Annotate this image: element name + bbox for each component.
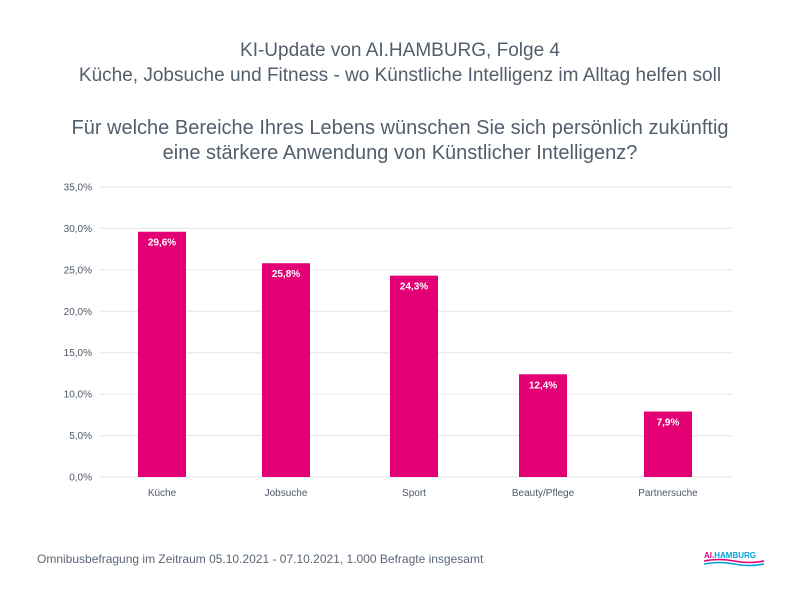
y-tick-label: 0,0% [69, 473, 92, 484]
y-tick-label: 10,0% [64, 390, 92, 401]
category-label: Beauty/Pflege [512, 488, 575, 499]
question-line-1: Für welche Bereiche Ihres Lebens wünsche… [71, 117, 729, 139]
bar-chart: 0,0% 5,0% 10,0% 15,0% 20,0% 25,0% 30,0% 35,0% 2… [64, 183, 732, 499]
question-line-2: eine stärkere Anwendung von Künstlicher … [162, 142, 638, 164]
y-tick-label: 35,0% [64, 183, 92, 194]
category-label: Partnersuche [638, 488, 698, 499]
chart-title-line-2: Küche, Jobsuche und Fitness - wo Künstli… [78, 65, 722, 86]
y-tick-label: 25,0% [64, 265, 92, 276]
value-label: 7,9% [657, 418, 680, 429]
y-axis-ticks: 0,0% 5,0% 10,0% 15,0% 20,0% 25,0% 30,0% 35,0% [64, 183, 92, 484]
category-label: Jobsuche [265, 488, 308, 499]
value-label: 25,8% [272, 269, 300, 280]
category-label: Küche [148, 488, 177, 499]
value-label: 24,3% [400, 282, 428, 293]
bar [138, 231, 186, 477]
bar [519, 374, 567, 477]
bar [262, 263, 310, 477]
footer-note: Omnibusbefragung im Zeitraum 05.10.2021 … [37, 552, 484, 566]
y-tick-label: 5,0% [69, 431, 92, 442]
chart-title-line-1: KI-Update von AI.HAMBURG, Folge 4 [240, 40, 560, 61]
bar [390, 275, 438, 477]
y-tick-label: 20,0% [64, 307, 92, 318]
value-labels: 29,6% 25,8% 24,3% 12,4% 7,9% [148, 238, 680, 429]
logo-wave-pink [703, 558, 765, 564]
y-tick-label: 15,0% [64, 348, 92, 359]
logo-text-ai: AI.HAMBURG [704, 551, 756, 560]
category-labels: Küche Jobsuche Sport Beauty/Pflege Partnersu… [148, 488, 698, 499]
bars [138, 231, 692, 477]
ai-hamburg-logo: AI.HAMBURG [703, 551, 765, 567]
category-label: Sport [402, 488, 426, 499]
value-label: 12,4% [529, 380, 557, 391]
bar [644, 411, 692, 477]
value-label: 29,6% [148, 238, 176, 249]
y-tick-label: 30,0% [64, 224, 92, 235]
logo-wave-blue [703, 561, 765, 567]
